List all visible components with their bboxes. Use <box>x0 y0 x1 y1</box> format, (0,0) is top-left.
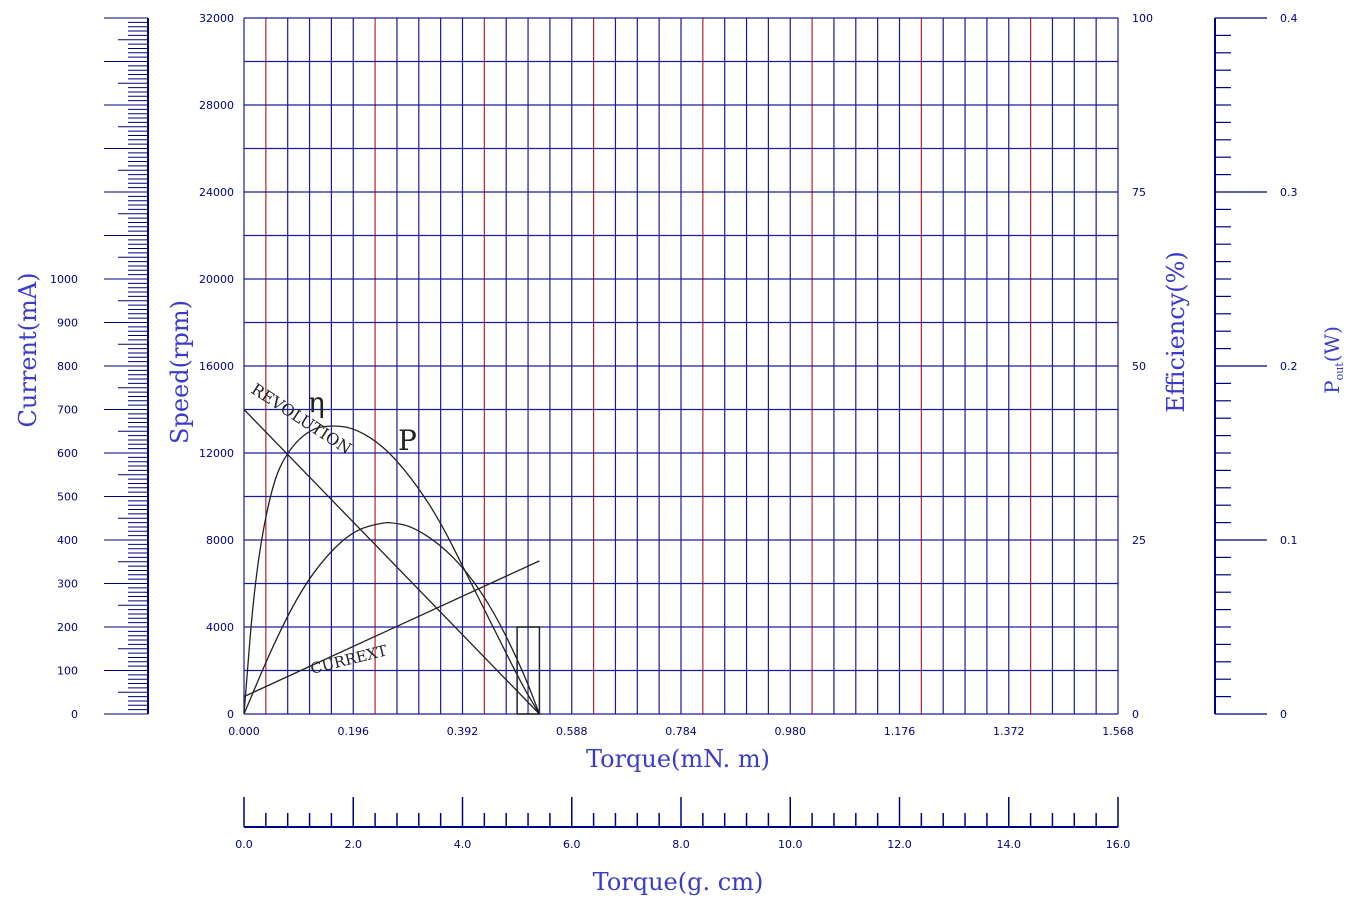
current-tick-label: 800 <box>57 360 78 373</box>
pout-tick-label: 0.4 <box>1280 12 1298 25</box>
torque-gcm-tick-label: 2.0 <box>345 838 363 851</box>
current-tick-label: 200 <box>57 621 78 634</box>
torque-mnm-tick-label: 1.176 <box>884 725 916 738</box>
pout-tick-label: 0 <box>1280 708 1287 721</box>
stall-region-box <box>516 626 541 715</box>
torque-gcm-tick-label: 16.0 <box>1106 838 1131 851</box>
pout-tick-label: 0.3 <box>1280 186 1298 199</box>
efficiency-tick-label: 25 <box>1132 534 1146 547</box>
torque-mnm-axis-label: Torque(mN. m) <box>586 745 770 773</box>
speed-tick-label: 8000 <box>206 534 234 547</box>
torque-gcm-tick-label: 6.0 <box>563 838 581 851</box>
series-p-line <box>243 521 541 715</box>
efficiency-curve-label: η <box>308 386 325 419</box>
current-tick-label: 100 <box>57 665 78 678</box>
pout-label-main: P <box>1320 380 1344 393</box>
torque-mnm-tick-label: 1.568 <box>1102 725 1134 738</box>
current-curve-label: CURREXT <box>309 641 389 677</box>
current-tick-label: 0 <box>71 708 78 721</box>
torque-gcm-tick-label: 0.0 <box>235 838 253 851</box>
current-tick-label: 1000 <box>50 273 78 286</box>
efficiency-axis-label: Efficiency(%) <box>1162 251 1190 413</box>
axes: 0400080001200016000200002400028000320000… <box>50 12 1298 851</box>
series-revolution-line <box>243 409 540 715</box>
series-current-line <box>243 560 540 698</box>
torque-mnm-tick-label: 0.784 <box>665 725 697 738</box>
efficiency-tick-label: 75 <box>1132 186 1146 199</box>
torque-gcm-tick-label: 12.0 <box>887 838 912 851</box>
current-tick-label: 700 <box>57 404 78 417</box>
speed-tick-label: 32000 <box>199 12 234 25</box>
pout-axis-label: Pout(W) <box>1320 326 1346 394</box>
torque-mnm-tick-label: 0.392 <box>447 725 479 738</box>
current-tick-label: 300 <box>57 578 78 591</box>
speed-tick-label: 0 <box>227 708 234 721</box>
plot-grid <box>243 17 1119 715</box>
revolution-curve-label: REVOLUTION <box>248 379 355 458</box>
pout-tick-label: 0.2 <box>1280 360 1298 373</box>
torque-mnm-tick-label: 0.000 <box>228 725 260 738</box>
torque-mnm-tick-label: 0.980 <box>775 725 807 738</box>
current-tick-label: 900 <box>57 317 78 330</box>
torque-gcm-tick-label: 4.0 <box>454 838 472 851</box>
speed-tick-label: 20000 <box>199 273 234 286</box>
torque-mnm-tick-label: 0.588 <box>556 725 588 738</box>
efficiency-tick-label: 100 <box>1132 12 1153 25</box>
speed-tick-label: 12000 <box>199 447 234 460</box>
torque-gcm-tick-label: 8.0 <box>672 838 690 851</box>
series-efficiency-line <box>243 425 540 715</box>
speed-tick-label: 28000 <box>199 99 234 112</box>
torque-gcm-axis-label: Torque(g. cm) <box>593 868 764 896</box>
efficiency-tick-label: 50 <box>1132 360 1146 373</box>
current-axis-label: Current(mA) <box>14 273 42 428</box>
pout-tick-label: 0.1 <box>1280 534 1298 547</box>
svg-text:Pout(W): Pout(W) <box>1320 326 1346 394</box>
torque-gcm-tick-label: 10.0 <box>778 838 803 851</box>
torque-mnm-tick-label: 1.372 <box>993 725 1025 738</box>
pout-label-sub: out <box>1333 362 1346 381</box>
curves <box>243 409 541 715</box>
power-curve-label: P <box>398 424 417 457</box>
torque-gcm-tick-label: 14.0 <box>997 838 1022 851</box>
torque-mnm-tick-label: 0.196 <box>338 725 370 738</box>
speed-axis-label: Speed(rpm) <box>166 300 194 444</box>
current-tick-label: 400 <box>57 534 78 547</box>
pout-label-unit: (W) <box>1320 326 1344 362</box>
efficiency-tick-label: 0 <box>1132 708 1139 721</box>
speed-tick-label: 16000 <box>199 360 234 373</box>
speed-tick-label: 24000 <box>199 186 234 199</box>
current-tick-label: 500 <box>57 491 78 504</box>
speed-tick-label: 4000 <box>206 621 234 634</box>
current-tick-label: 600 <box>57 447 78 460</box>
